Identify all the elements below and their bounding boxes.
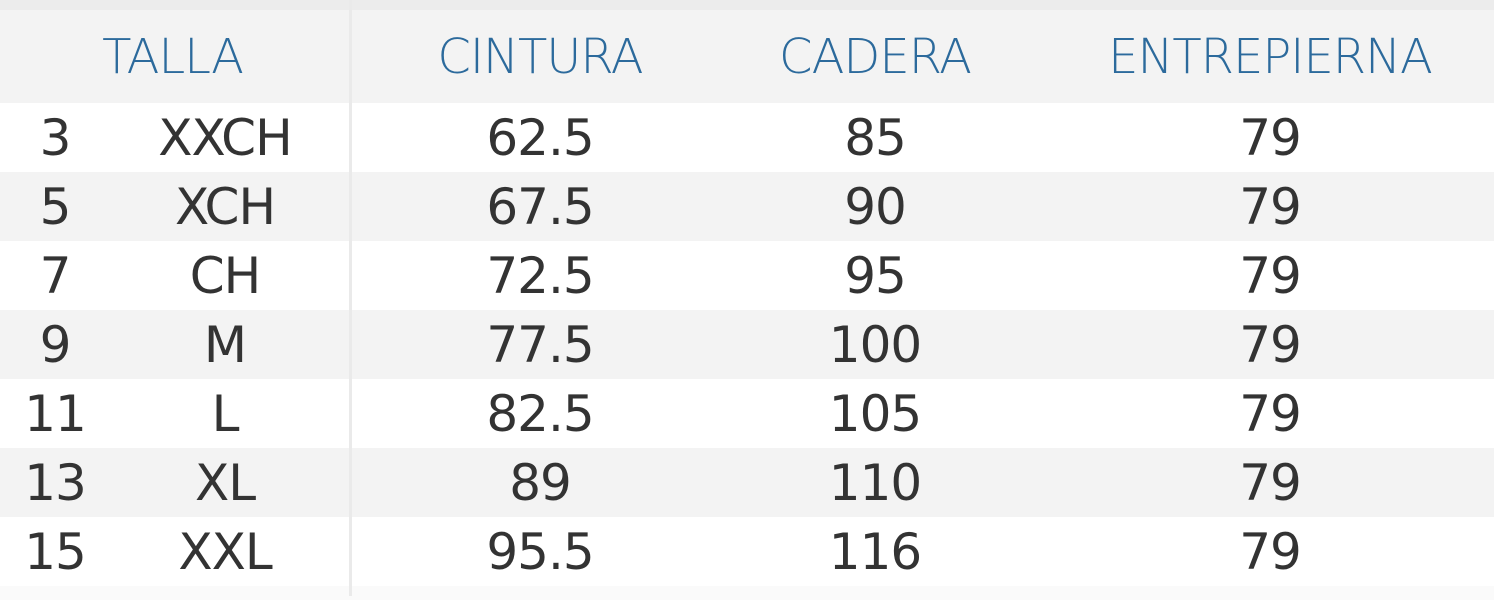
cell-cintura: 82.5: [486, 384, 594, 443]
cell-cadera: 110: [828, 453, 922, 512]
cell-size: XXL: [178, 522, 272, 581]
cell-size: L: [211, 384, 240, 443]
table-row: 13 XL 89 110 79: [0, 448, 1494, 517]
cell-size: XXCH: [158, 108, 292, 167]
cell-cadera: 116: [828, 522, 922, 581]
cell-cintura: 72.5: [486, 246, 594, 305]
header-entrepierna: ENTREPIERNA: [1108, 28, 1433, 85]
cell-cintura: 77.5: [486, 315, 594, 374]
cell-cadera: 100: [828, 315, 922, 374]
cell-cintura: 62.5: [486, 108, 594, 167]
cell-entrepierna: 79: [1239, 453, 1302, 512]
cell-number: 11: [24, 384, 87, 443]
cell-entrepierna: 79: [1239, 315, 1302, 374]
header-cintura: CINTURA: [437, 28, 643, 85]
cell-entrepierna: 79: [1239, 108, 1302, 167]
table-row: 15 XXL 95.5 116 79: [0, 517, 1494, 586]
cell-size: XL: [194, 453, 256, 512]
cell-entrepierna: 79: [1239, 522, 1302, 581]
cell-number: 15: [24, 522, 87, 581]
cell-number: 9: [39, 315, 72, 374]
header-cadera: CADERA: [779, 28, 972, 85]
table-row: 7 CH 72.5 95 79: [0, 241, 1494, 310]
cell-entrepierna: 79: [1239, 246, 1302, 305]
cell-cadera: 95: [844, 246, 907, 305]
cell-number: 3: [39, 108, 72, 167]
table-row: 5 XCH 67.5 90 79: [0, 172, 1494, 241]
cell-size: CH: [189, 246, 262, 305]
cell-cintura: 67.5: [486, 177, 594, 236]
top-strip: [0, 0, 1494, 10]
column-divider: [349, 0, 352, 596]
cell-cadera: 90: [844, 177, 907, 236]
cell-cintura: 95.5: [486, 522, 594, 581]
cell-number: 13: [24, 453, 87, 512]
cell-entrepierna: 79: [1239, 177, 1302, 236]
cell-cadera: 85: [844, 108, 907, 167]
cell-cintura: 89: [509, 453, 572, 512]
table-header: TALLA CINTURA CADERA ENTREPIERNA: [0, 10, 1494, 103]
cell-number: 5: [39, 177, 72, 236]
table-row: 9 M 77.5 100 79: [0, 310, 1494, 379]
header-talla: TALLA: [102, 28, 244, 85]
cell-entrepierna: 79: [1239, 384, 1302, 443]
cell-cadera: 105: [828, 384, 922, 443]
table-row: 11 L 82.5 105 79: [0, 379, 1494, 448]
cell-number: 7: [39, 246, 72, 305]
cell-size: XCH: [174, 177, 276, 236]
cell-size: M: [203, 315, 247, 374]
table-row: 3 XXCH 62.5 85 79: [0, 103, 1494, 172]
